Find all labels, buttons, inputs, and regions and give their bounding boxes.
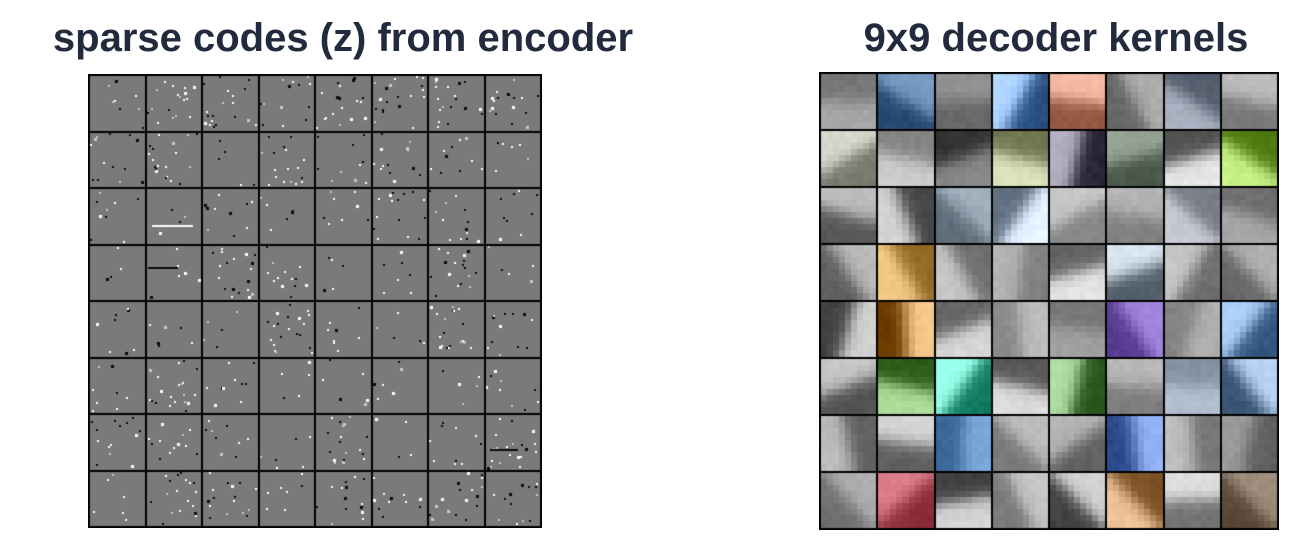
- decoder-kernels-image: [819, 72, 1279, 530]
- sparse-codes-grid: [88, 74, 542, 528]
- sparse-codes-image: [88, 74, 542, 528]
- codes-panel-title: sparse codes (z) from encoder: [52, 16, 634, 60]
- decoder-kernels-grid: [819, 72, 1279, 530]
- kernels-panel-title: 9x9 decoder kernels: [863, 16, 1249, 60]
